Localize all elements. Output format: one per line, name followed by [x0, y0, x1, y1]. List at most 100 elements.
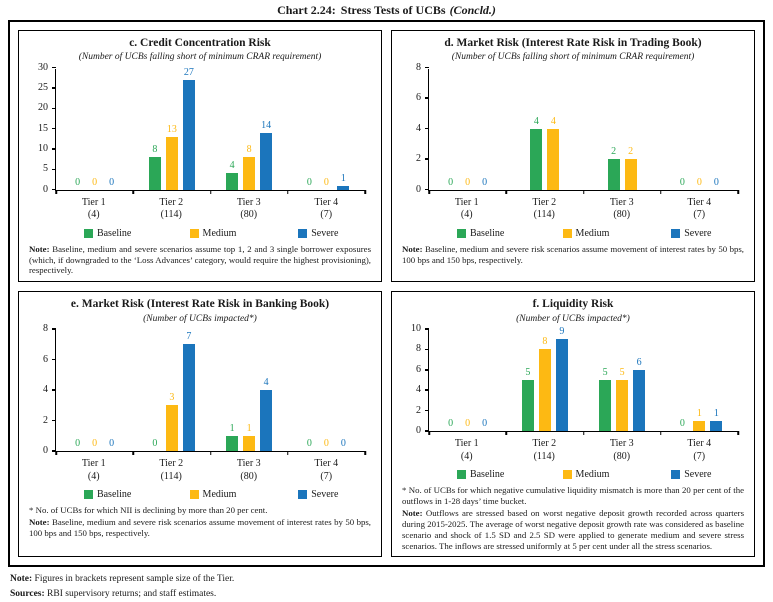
bar-slot: 4: [258, 377, 275, 452]
bar-slot: 0: [708, 177, 725, 190]
bar: [530, 128, 543, 190]
bar-slot: 0: [691, 177, 708, 190]
bar-slot: 0: [674, 419, 691, 431]
plot-area: 0 5 10 15 20 25 30 0 0 0 8 13 27 4 8 14 0 0 1: [38, 62, 366, 194]
y-axis-tick-label: 0: [43, 183, 48, 195]
category-name: Tier 2: [532, 196, 557, 208]
legend: Baseline Medium Severe: [428, 228, 744, 239]
bar-value-label: 1: [340, 172, 346, 184]
bar-slot: 4: [545, 116, 562, 190]
bar-value-label: 1: [713, 407, 719, 419]
category-name: Tier 4: [314, 458, 339, 470]
category-label: Tier 4 (7): [661, 438, 739, 463]
bar: [547, 128, 560, 190]
bar-slot: 5: [614, 367, 631, 432]
bar-value-label: 5: [525, 367, 531, 379]
category-label: Tier 1 (4): [55, 458, 133, 483]
bar-value-label: 0: [152, 438, 158, 450]
panel-subtitle: (Number of UCBs falling short of minimum…: [451, 52, 695, 63]
legend-label: Severe: [684, 469, 712, 481]
x-axis-labels: Tier 1 (4) Tier 2 (114) Tier 3 (80) Tier 4 (7): [55, 197, 365, 222]
panel-market-risk-banking-book: e. Market Risk (Interest Rate Risk in Ba…: [18, 291, 382, 558]
bar-value-label: 0: [75, 438, 81, 450]
x-axis-tick-mark: [582, 189, 585, 194]
category-sample-size: (7): [320, 470, 333, 482]
bar-slot: 4: [528, 116, 545, 190]
legend-item-severe: Severe: [639, 228, 744, 239]
page-title-text: Stress Tests of UCBs: [340, 3, 446, 17]
category-name: Tier 4: [687, 438, 712, 450]
bar-slot: 0: [146, 439, 163, 451]
bar-slot: 0: [103, 177, 120, 190]
x-axis-tick-mark: [364, 451, 366, 456]
x-axis-tick-mark: [287, 451, 289, 456]
category-name: Tier 4: [314, 196, 339, 208]
category-label: Tier 4 (7): [288, 197, 366, 222]
legend-label: Medium: [575, 227, 610, 239]
category-label: Tier 2 (114): [133, 197, 211, 222]
y-axis-tick-mark: [425, 389, 429, 391]
category-name: Tier 3: [609, 438, 634, 450]
bar: [633, 369, 646, 432]
legend-swatch-baseline-icon: [456, 228, 466, 238]
bar-value-label: 4: [263, 377, 269, 389]
bar-value-label: 14: [261, 119, 272, 131]
bar-chart: 0 2 4 6 8 0 0 0 0 3 7 1 1 4 0 0 0 Tier 1 (4) Tier 2 (114) Tie…: [29, 324, 371, 483]
category-label: Tier 4 (7): [288, 458, 366, 483]
bar-value-label: 5: [619, 367, 625, 379]
legend-item-medium: Medium: [160, 228, 265, 239]
panel-footnote: * No. of UCBs for which NII is declining…: [29, 505, 268, 516]
y-axis-tick-mark: [425, 158, 429, 160]
bar-value-label: 3: [169, 392, 175, 404]
x-axis-tick-mark: [287, 189, 289, 194]
legend-label: Baseline: [469, 469, 505, 481]
y-axis-tick-label: 6: [416, 92, 421, 104]
x-axis-tick-mark: [660, 189, 662, 194]
legend-item-severe: Severe: [266, 489, 371, 500]
bar-slot: 0: [86, 177, 103, 190]
bar-slot: 6: [631, 356, 648, 432]
x-axis-tick-mark: [428, 189, 430, 194]
bar-value-label: 0: [340, 438, 346, 450]
bar-value-label: 8: [246, 144, 252, 156]
footer-notes: Note: Figures in brackets represent samp…: [10, 572, 763, 601]
bar: [243, 157, 256, 190]
legend-item-baseline: Baseline: [55, 228, 160, 239]
x-axis-tick-mark: [428, 431, 430, 436]
category-sample-size: (4): [460, 209, 473, 221]
y-axis-tick-mark: [425, 97, 429, 99]
legend-swatch-severe-icon: [671, 228, 681, 238]
page-title-label: Chart 2.24:: [277, 3, 336, 17]
panel-note: Note: Baseline, medium and severe risk s…: [29, 517, 371, 539]
category-name: Tier 1: [81, 458, 106, 470]
bar-value-label: 6: [636, 356, 642, 368]
y-axis-tick-mark: [52, 107, 56, 110]
category-label: Tier 1 (4): [55, 197, 133, 222]
x-axis-tick-mark: [505, 431, 507, 436]
x-axis-labels: Tier 1 (4) Tier 2 (114) Tier 3 (80) Tier 4 (7): [55, 458, 365, 483]
bar-slot: 1: [691, 408, 708, 432]
y-axis-tick-mark: [52, 66, 56, 69]
panel-title: f. Liquidity Risk: [532, 298, 614, 311]
category-name: Tier 3: [609, 196, 634, 208]
bar-value-label: 0: [679, 176, 685, 188]
x-axis-tick-mark: [55, 451, 57, 456]
bar-value-label: 1: [246, 422, 252, 434]
legend-item-severe: Severe: [266, 228, 371, 239]
legend-item-medium: Medium: [533, 469, 638, 480]
panel-note-label: Note:: [402, 243, 423, 254]
bar-slot: 9: [553, 327, 570, 432]
legend-label: Severe: [684, 227, 712, 239]
bar: [226, 173, 239, 190]
legend-label: Baseline: [96, 489, 132, 501]
bar-slot: 1: [224, 423, 241, 452]
category-sample-size: (7): [693, 209, 706, 221]
panel-note-label: Note:: [29, 243, 50, 254]
bar-slot: 8: [536, 337, 553, 432]
